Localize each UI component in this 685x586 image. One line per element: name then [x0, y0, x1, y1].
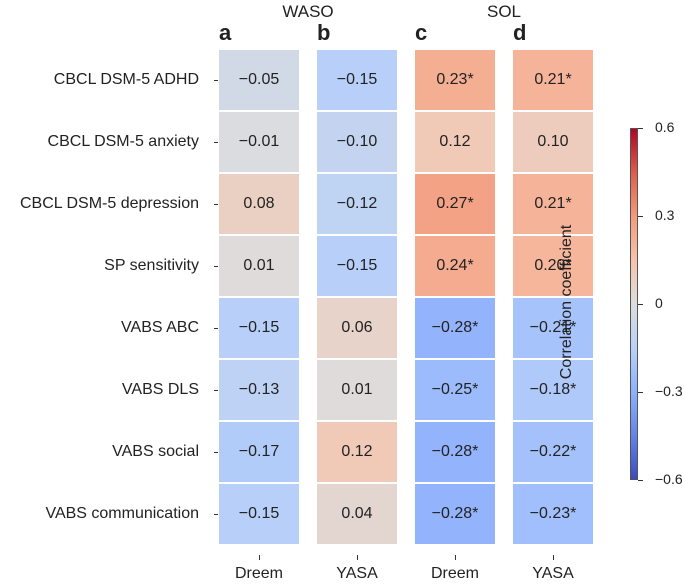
- x-tick-label: YASA: [336, 565, 378, 582]
- colorbar: [630, 128, 638, 480]
- colorbar-tick-label: 0: [655, 295, 663, 311]
- heatmap-cell: −0.13: [219, 360, 299, 420]
- y-tick: [214, 204, 218, 205]
- x-tick: [357, 555, 358, 560]
- colorbar-tick: [638, 128, 643, 129]
- y-tick: [214, 80, 218, 81]
- panel-letter-c: c: [415, 20, 428, 45]
- heatmap-cell: −0.05: [219, 50, 299, 110]
- x-tick-label: Dreem: [430, 565, 479, 582]
- heatmap-cell: −0.21*: [513, 298, 593, 358]
- colorbar-tick: [638, 392, 643, 393]
- heatmap-cell: 0.23*: [415, 50, 495, 110]
- panel-letter-d: d: [513, 20, 527, 45]
- heatmap-cell: −0.01: [219, 112, 299, 172]
- row-label: VABS communication: [45, 505, 199, 522]
- heatmap-cell: −0.28*: [415, 298, 495, 358]
- colorbar-tick: [638, 216, 643, 217]
- y-tick: [214, 142, 218, 143]
- colorbar-tick-label: 0.6: [655, 119, 675, 135]
- panel-letter-a: a: [219, 20, 232, 45]
- colorbar-tick-label: −0.3: [655, 383, 683, 399]
- x-tick-label: YASA: [532, 565, 574, 582]
- heatmap-cell: −0.22*: [513, 422, 593, 482]
- heatmap-cell: −0.28*: [415, 484, 495, 544]
- x-tick: [455, 555, 456, 560]
- x-tick: [553, 555, 554, 560]
- colorbar-title: Correlation coefficient: [558, 224, 575, 380]
- x-tick: [259, 555, 260, 560]
- heatmap-cell: −0.23*: [513, 484, 593, 544]
- colorbar-tick-label: 0.3: [655, 207, 675, 223]
- heatmap-cell: −0.15: [219, 484, 299, 544]
- row-label: CBCL DSM-5 anxiety: [47, 133, 199, 150]
- heatmap-cell: −0.12: [317, 174, 397, 234]
- heatmap-cell: 0.20*: [513, 236, 593, 296]
- heatmap-cell: 0.12: [415, 112, 495, 172]
- heatmap-cell: 0.10: [513, 112, 593, 172]
- heatmap-cell: −0.25*: [415, 360, 495, 420]
- heatmap-cell: 0.06: [317, 298, 397, 358]
- heatmap-cell: 0.21*: [513, 50, 593, 110]
- row-label: VABS ABC: [121, 319, 199, 336]
- heatmap-cell: 0.08: [219, 174, 299, 234]
- y-tick: [214, 266, 218, 267]
- heatmap-cell: 0.04: [317, 484, 397, 544]
- group-title-sol: SOL: [486, 2, 522, 21]
- heatmap-cell: 0.27*: [415, 174, 495, 234]
- panel-letter-b: b: [317, 20, 331, 45]
- colorbar-tick: [638, 304, 643, 305]
- heatmap-cell: −0.10: [317, 112, 397, 172]
- heatmap-cell: −0.15: [317, 50, 397, 110]
- row-label: CBCL DSM-5 depression: [19, 195, 199, 212]
- row-label: VABS social: [112, 443, 199, 460]
- row-label: VABS DLS: [121, 381, 199, 398]
- heatmap-cell: −0.15: [219, 298, 299, 358]
- y-tick: [214, 452, 218, 453]
- heatmap-cell: 0.12: [317, 422, 397, 482]
- heatmap-cell: −0.17: [219, 422, 299, 482]
- heatmap-cell: −0.15: [317, 236, 397, 296]
- group-title-waso: WASO: [282, 2, 334, 21]
- y-tick: [214, 328, 218, 329]
- y-tick: [214, 514, 218, 515]
- colorbar-tick-label: −0.6: [655, 471, 683, 487]
- heatmap-cell: 0.01: [317, 360, 397, 420]
- colorbar-tick: [638, 480, 643, 481]
- row-label: SP sensitivity: [104, 257, 199, 274]
- x-tick-label: Dreem: [234, 565, 283, 582]
- heatmap-cell: −0.18*: [513, 360, 593, 420]
- heatmap-cell: 0.21*: [513, 174, 593, 234]
- y-tick: [214, 390, 218, 391]
- heatmap-cell: −0.28*: [415, 422, 495, 482]
- heatmap-cell: 0.01: [219, 236, 299, 296]
- heatmap-cell: 0.24*: [415, 236, 495, 296]
- row-label: CBCL DSM-5 ADHD: [53, 71, 199, 88]
